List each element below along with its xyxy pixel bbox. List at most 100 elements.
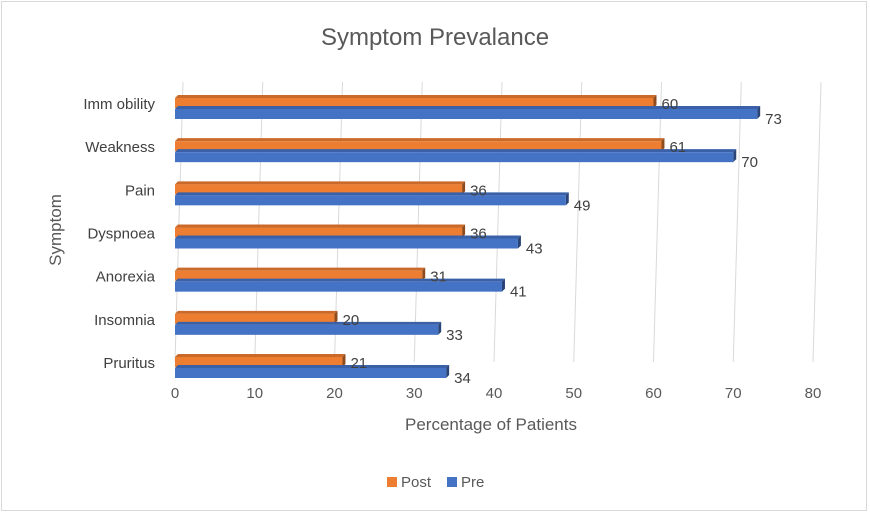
bar-pre	[175, 235, 521, 249]
bars	[175, 95, 761, 378]
bar-top-face	[175, 224, 466, 228]
bar-post	[175, 95, 657, 108]
gridline	[493, 81, 503, 363]
legend-label-post: Post	[401, 474, 432, 491]
bar-top-face	[175, 95, 657, 98]
bar-front-face	[175, 270, 423, 281]
category-labels: Imm obility Weakness Pain Dyspnoea Anorexia I…	[83, 96, 155, 372]
bar-end-face	[501, 278, 505, 292]
x-tick-label: 70	[725, 385, 742, 402]
x-tick-label: 20	[326, 385, 343, 402]
bar-post	[175, 354, 346, 367]
bar-front-face	[175, 98, 654, 108]
data-label-post: 60	[662, 96, 679, 113]
data-label-post: 36	[470, 182, 487, 199]
bar-post	[175, 181, 466, 195]
bar-top-face	[175, 235, 521, 239]
bar-top-face	[175, 354, 346, 357]
bar-end-face	[462, 181, 466, 195]
gridline	[413, 81, 423, 363]
data-label-pre: 33	[446, 327, 463, 344]
x-tick-label: 80	[805, 385, 822, 402]
bar-front-face	[175, 227, 463, 238]
category-label: Insomnia	[94, 312, 156, 329]
bar-end-face	[342, 354, 346, 367]
bar-front-face	[175, 281, 502, 292]
gridline	[812, 81, 822, 363]
bar-pre	[175, 278, 505, 292]
category-label: Weakness	[85, 139, 155, 156]
bar-pre	[175, 106, 761, 119]
category-label: Pruritus	[103, 355, 155, 372]
x-tick-labels: 0 10 20 30 40 50 60 70 80	[171, 385, 822, 402]
bar-top-face	[175, 138, 665, 142]
bar-front-face	[175, 313, 335, 324]
bar-front-face	[175, 368, 447, 378]
bar-top-face	[175, 149, 737, 153]
bar-post	[175, 310, 338, 324]
bar-end-face	[334, 310, 338, 324]
bar-end-face	[462, 224, 466, 238]
x-tick-label: 40	[486, 385, 503, 402]
bar-end-face	[733, 149, 737, 163]
bar-front-face	[175, 195, 566, 206]
bar-top-face	[175, 365, 450, 368]
bar-post	[175, 267, 426, 281]
bar-end-face	[438, 321, 442, 335]
bar-end-face	[565, 192, 569, 206]
bar-end-face	[757, 106, 761, 119]
x-tick-label: 30	[406, 385, 423, 402]
x-tick-label: 50	[565, 385, 582, 402]
bar-top-face	[175, 181, 466, 185]
bar-pre	[175, 192, 569, 206]
bar-front-face	[175, 109, 758, 119]
bar-pre	[175, 149, 737, 163]
legend-label-pre: Pre	[461, 474, 484, 491]
data-label-pre: 70	[741, 154, 758, 171]
x-tick-label: 60	[645, 385, 662, 402]
bar-post	[175, 224, 466, 238]
bar-post	[175, 138, 665, 152]
category-label: Anorexia	[96, 269, 156, 286]
gridline	[653, 81, 662, 363]
data-label-post: 31	[430, 269, 447, 286]
legend-swatch-post	[387, 477, 397, 487]
legend: Post Pre	[387, 474, 484, 491]
bar-top-face	[175, 278, 505, 282]
bar-front-face	[175, 141, 662, 152]
data-label-post: 21	[350, 355, 367, 372]
category-label: Imm obility	[83, 96, 155, 113]
bar-top-face	[175, 321, 442, 325]
bar-end-face	[661, 138, 665, 152]
data-label-pre: 49	[574, 197, 591, 214]
bar-top-face	[175, 267, 426, 271]
gridline	[573, 81, 583, 363]
bar-top-face	[175, 310, 338, 314]
bar-front-face	[175, 357, 343, 367]
bar-front-face	[175, 238, 518, 249]
data-label-post: 36	[470, 226, 487, 243]
bar-end-face	[517, 235, 521, 249]
chart-title: Symptom Prevalance	[321, 24, 549, 51]
y-axis-title: Symptom	[46, 194, 65, 266]
category-label: Dyspnoea	[87, 226, 155, 243]
bar-end-face	[446, 365, 450, 378]
category-label: Pain	[125, 182, 155, 199]
data-label-pre: 43	[526, 241, 543, 258]
gridline	[732, 81, 742, 363]
data-label-post: 20	[343, 312, 360, 329]
data-label-pre: 41	[510, 284, 527, 301]
bar-front-face	[175, 152, 734, 163]
bar-top-face	[175, 106, 761, 109]
bar-end-face	[422, 267, 426, 281]
bar-pre	[175, 321, 442, 335]
x-tick-label: 0	[171, 385, 179, 402]
x-axis-title: Percentage of Patients	[405, 415, 577, 434]
data-label-pre: 73	[765, 111, 782, 128]
bar-end-face	[653, 95, 657, 108]
x-tick-label: 10	[246, 385, 263, 402]
bar-top-face	[175, 192, 569, 196]
data-labels: 60 73 61 70 36 49 36 43 31 41 20 33 21 34	[343, 96, 782, 387]
